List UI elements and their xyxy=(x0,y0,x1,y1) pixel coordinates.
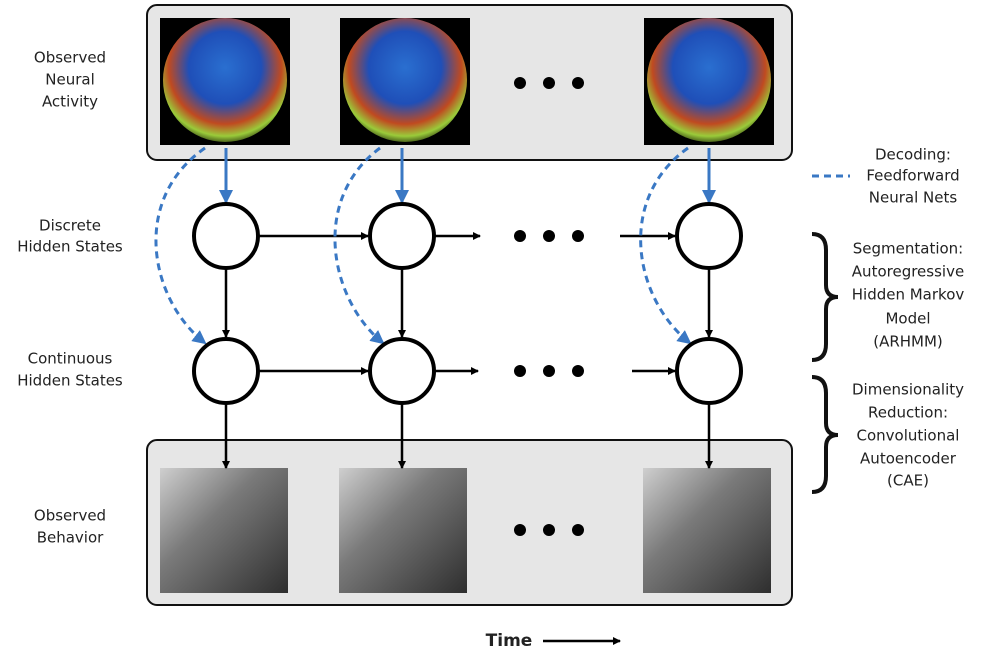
annotation: Segmentation: xyxy=(853,240,963,258)
behavior-images xyxy=(160,468,771,593)
row-label: Neural xyxy=(45,71,94,89)
row-label: Continuous xyxy=(28,350,113,368)
annotation: Autoregressive xyxy=(852,263,964,281)
annotation: Reduction: xyxy=(868,404,948,422)
row-label: Discrete xyxy=(39,217,101,235)
legend-label: Feedforward xyxy=(866,167,959,185)
row-labels: Observed Neural Activity Discrete Hidden… xyxy=(17,49,123,547)
annotation: Dimensionality xyxy=(852,381,964,399)
legend: Decoding: Feedforward Neural Nets xyxy=(812,146,960,207)
row-label: Observed xyxy=(34,49,106,67)
annotation: (ARHMM) xyxy=(873,333,943,351)
annotations: Segmentation: Autoregressive Hidden Mark… xyxy=(811,232,965,494)
brain-images xyxy=(160,18,774,145)
behavior-panel xyxy=(146,439,793,606)
time-label: Time xyxy=(486,631,533,651)
ellipsis-dots xyxy=(514,77,584,536)
row-label: Hidden States xyxy=(17,372,123,390)
edges xyxy=(154,146,716,469)
annotation: Hidden Markov xyxy=(852,286,965,304)
legend-label: Neural Nets xyxy=(869,189,958,207)
row-label: Behavior xyxy=(37,529,104,547)
row-label: Hidden States xyxy=(17,238,123,256)
row-label: Observed xyxy=(34,507,106,525)
panels xyxy=(146,4,793,606)
annotation: (CAE) xyxy=(887,472,929,490)
time-axis: Time xyxy=(486,631,621,651)
annotation: Convolutional xyxy=(857,427,960,445)
legend-label: Decoding: xyxy=(875,146,951,164)
annotation: Autoencoder xyxy=(860,450,957,468)
nodes xyxy=(192,202,743,405)
annotation: Model xyxy=(885,310,930,328)
row-label: Activity xyxy=(42,93,98,111)
